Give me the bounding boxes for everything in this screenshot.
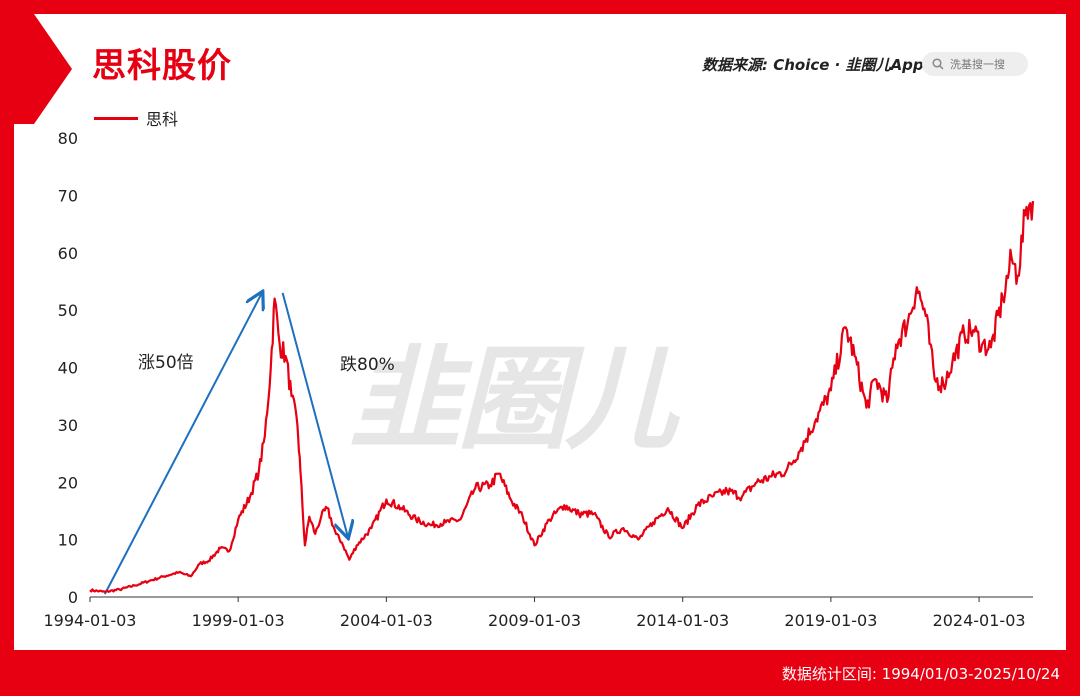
x-tick-label: 1994-01-03	[44, 611, 137, 630]
x-tick-label: 2004-01-03	[340, 611, 433, 630]
legend-label: 思科	[146, 110, 179, 129]
legend: 思科	[94, 106, 178, 130]
data-source: 数据来源: Choice · 韭圈儿App	[702, 56, 924, 74]
y-tick-label: 50	[58, 301, 78, 320]
series-line-cisco	[89, 201, 1035, 593]
y-tick-label: 70	[58, 186, 78, 205]
date-range: 数据统计区间: 1994/01/03-2025/10/24	[781, 665, 1060, 683]
watermark: 韭圈儿	[349, 335, 677, 465]
search-placeholder: 洗基搜一搜	[950, 58, 1005, 71]
x-tick-label: 2024-01-03	[933, 611, 1026, 630]
search-icon	[932, 58, 944, 70]
y-tick-label: 0	[68, 588, 78, 607]
page-title: 思科股价	[92, 46, 232, 86]
x-tick-label: 2019-01-03	[784, 611, 877, 630]
legend-swatch	[94, 116, 138, 120]
y-tick-label: 80	[58, 129, 78, 148]
chart-card: 思科股价 数据来源: Choice · 韭圈儿App 洗基搜一搜 思科 韭圈儿	[14, 14, 1066, 650]
x-tick-label: 2009-01-03	[488, 611, 581, 630]
annotation-label: 跌80%	[340, 355, 395, 375]
y-tick-label: 60	[58, 244, 78, 263]
y-tick-label: 10	[58, 531, 78, 550]
y-tick-label: 40	[58, 359, 78, 378]
annotation-arrow	[281, 292, 348, 537]
x-tick-label: 1999-01-03	[192, 611, 285, 630]
y-tick-label: 20	[58, 473, 78, 492]
x-tick-label: 2014-01-03	[636, 611, 729, 630]
y-tick-label: 30	[58, 416, 78, 435]
annotation-label: 涨50倍	[138, 353, 194, 373]
annotation-arrow	[103, 293, 262, 595]
search-button[interactable]: 洗基搜一搜	[922, 52, 1028, 76]
